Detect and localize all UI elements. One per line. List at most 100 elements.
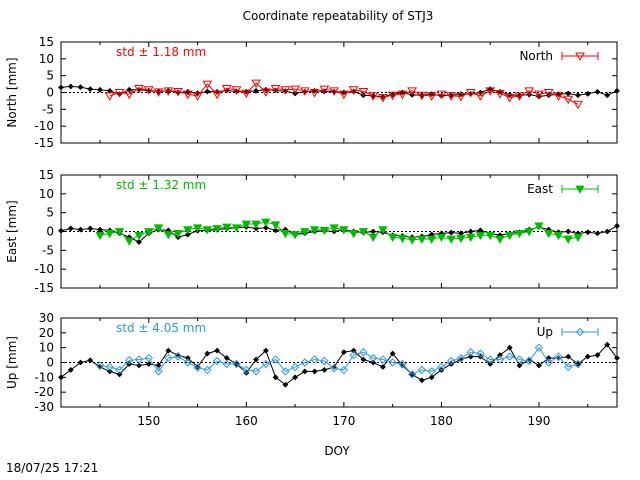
data-point	[614, 355, 620, 361]
legend-label: Up	[537, 325, 553, 339]
y-tick-label: 10	[39, 52, 54, 66]
data-point	[358, 228, 369, 237]
y-tick-label: -20	[34, 385, 54, 399]
legend-marker	[575, 327, 585, 337]
y-tick-label: -5	[42, 243, 54, 257]
data-point	[594, 88, 601, 95]
data-point	[466, 347, 475, 357]
y-tick-label: 15	[39, 168, 54, 182]
data-point	[106, 368, 113, 375]
data-point	[320, 356, 329, 366]
data-point	[368, 92, 379, 101]
data-point	[467, 353, 474, 360]
data-point	[309, 89, 320, 98]
data-point	[378, 226, 388, 235]
data-point	[554, 352, 563, 361]
data-point	[290, 362, 300, 372]
data-point	[594, 352, 601, 359]
data-point	[202, 226, 213, 235]
data-point	[575, 92, 581, 99]
data-point	[231, 86, 242, 95]
y-axis-label: East [mm]	[5, 200, 19, 262]
data-point	[516, 362, 523, 369]
data-point	[153, 88, 164, 97]
y-axis-label: Up [mm]	[5, 336, 19, 389]
data-point	[145, 361, 152, 367]
data-point	[563, 235, 573, 244]
series-up	[95, 343, 583, 379]
data-point	[418, 377, 425, 384]
data-point	[329, 87, 339, 96]
data-point	[299, 87, 310, 96]
std-annotation: std ± 4.05 mm	[116, 321, 206, 335]
data-point	[448, 229, 455, 236]
data-point	[183, 358, 193, 367]
x-tick-label: 190	[528, 414, 551, 428]
data-point	[144, 353, 153, 363]
data-point	[67, 83, 74, 90]
data-point	[212, 356, 222, 366]
y-tick-label: -15	[34, 136, 54, 150]
data-point	[339, 226, 349, 235]
data-point	[497, 352, 503, 359]
data-point	[182, 90, 193, 100]
data-point	[407, 236, 417, 245]
y-tick-label: 0	[46, 86, 54, 100]
data-point	[67, 366, 74, 373]
data-point	[272, 374, 279, 381]
data-point	[202, 80, 213, 90]
panel-1: 15 10 5 0 -5 -10 -15 North [mm] std ± 1.18 mm Nor…	[5, 35, 620, 150]
data-point	[339, 365, 349, 375]
data-point	[348, 229, 359, 239]
data-point	[251, 220, 261, 229]
data-point	[456, 93, 466, 102]
data-point	[184, 231, 191, 238]
data-point	[77, 359, 84, 366]
data-point	[495, 90, 505, 99]
legend-marker	[575, 52, 585, 62]
data-point	[193, 363, 202, 372]
data-point	[525, 356, 534, 366]
data-point	[514, 229, 525, 239]
legend-label: North	[519, 49, 553, 63]
data-point	[321, 366, 328, 373]
data-point	[446, 235, 456, 244]
data-point	[329, 364, 339, 373]
data-point	[163, 87, 174, 96]
data-point	[614, 222, 620, 229]
data-point	[544, 358, 553, 367]
data-point	[389, 350, 396, 357]
data-point	[173, 229, 183, 239]
data-point	[504, 94, 515, 103]
series-reference	[58, 341, 620, 388]
chart-title: Coordinate repeatability of STJ3	[243, 9, 434, 23]
y-tick-label: 10	[39, 187, 54, 201]
data-point	[475, 92, 486, 101]
data-point	[280, 86, 291, 95]
data-point	[301, 368, 308, 375]
data-point	[97, 86, 103, 93]
data-point	[388, 358, 397, 367]
data-point	[143, 86, 154, 95]
data-point	[564, 362, 573, 372]
data-point	[116, 371, 123, 378]
y-tick-label: 5	[46, 206, 54, 220]
legend: North	[519, 49, 599, 63]
data-point	[397, 234, 408, 244]
y-tick-label: 20	[39, 326, 54, 340]
data-point	[271, 355, 280, 364]
data-point	[387, 233, 398, 242]
y-tick-label: 15	[39, 35, 54, 49]
data-point	[426, 92, 437, 101]
data-point	[253, 356, 260, 363]
y-axis-label: North [mm]	[5, 57, 19, 127]
data-point	[348, 86, 359, 95]
y-tick-label: -10	[34, 262, 54, 276]
data-point	[270, 84, 281, 94]
data-point	[319, 85, 330, 95]
data-point	[231, 224, 242, 233]
data-point	[378, 94, 388, 103]
data-point	[309, 226, 320, 235]
data-point	[407, 87, 418, 96]
series-line	[99, 346, 579, 376]
